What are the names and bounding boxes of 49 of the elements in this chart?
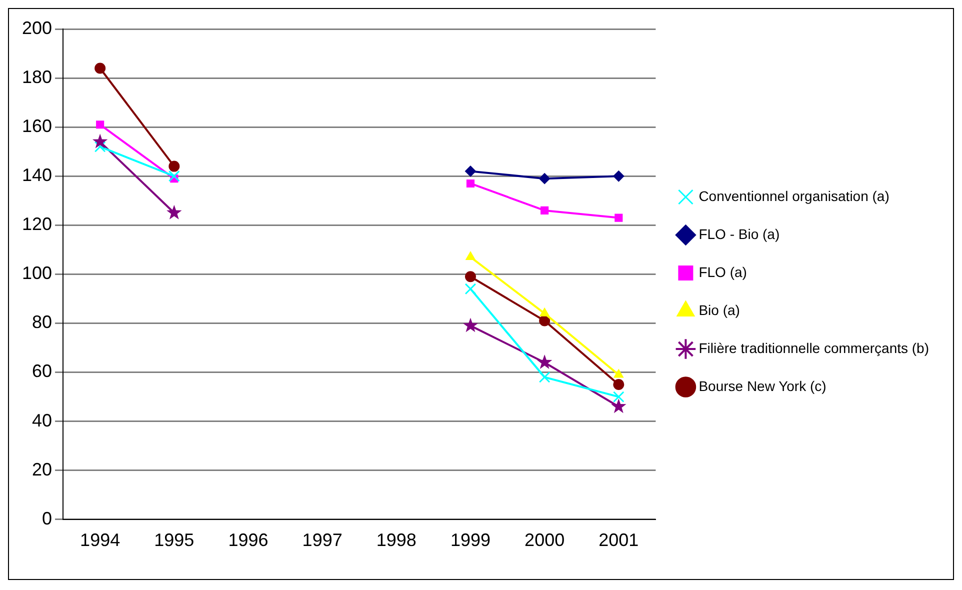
legend-label: FLO (a) bbox=[698, 264, 747, 280]
point bbox=[464, 271, 476, 282]
point bbox=[166, 204, 182, 220]
legend-label: FLO - Bio (a) bbox=[698, 226, 780, 242]
y-tick-label: 40 bbox=[32, 410, 52, 430]
point bbox=[539, 315, 550, 326]
x-tick-label: 1999 bbox=[450, 530, 491, 550]
legend-label: Bourse New York (c) bbox=[698, 378, 826, 394]
point bbox=[613, 379, 624, 390]
point bbox=[92, 134, 108, 148]
y-tick-label: 100 bbox=[22, 263, 52, 284]
x-tick-label: 1994 bbox=[80, 530, 120, 550]
legend-label: Filière traditionnelle commerçants (b) bbox=[698, 340, 930, 356]
x-tick-label: 1995 bbox=[154, 530, 194, 550]
x-tick-label: 1996 bbox=[228, 530, 268, 550]
point bbox=[466, 179, 475, 188]
y-tick-label: 120 bbox=[22, 214, 52, 234]
y-tick-label: 180 bbox=[22, 67, 52, 88]
x-tick-label: 1998 bbox=[376, 530, 416, 550]
y-tick-label: 140 bbox=[22, 165, 52, 186]
point bbox=[96, 120, 104, 129]
x-tick-label: 1997 bbox=[302, 530, 342, 550]
point bbox=[538, 371, 550, 383]
point bbox=[539, 173, 550, 184]
point bbox=[611, 398, 626, 414]
point bbox=[462, 318, 478, 332]
legend-label: Bio (a) bbox=[698, 302, 740, 318]
x-tick-label: 2001 bbox=[598, 530, 639, 550]
point bbox=[540, 308, 550, 316]
point bbox=[464, 283, 476, 295]
y-tick-label: 200 bbox=[22, 18, 52, 38]
point bbox=[614, 214, 623, 222]
point bbox=[94, 62, 106, 74]
point bbox=[614, 369, 624, 378]
point bbox=[168, 160, 180, 172]
point bbox=[613, 170, 624, 182]
x-tick-label: 2000 bbox=[524, 530, 565, 550]
y-tick-label: 160 bbox=[22, 116, 52, 136]
y-tick-label: 60 bbox=[32, 361, 52, 382]
point bbox=[612, 391, 624, 402]
point bbox=[466, 252, 476, 260]
point bbox=[536, 354, 552, 369]
point bbox=[540, 206, 549, 214]
point bbox=[464, 166, 476, 177]
legend-label: Conventionnel organisation (a) bbox=[698, 188, 890, 204]
y-tick-label: 80 bbox=[32, 312, 52, 332]
y-tick-label: 20 bbox=[32, 459, 52, 480]
y-tick-label: 0 bbox=[42, 508, 52, 528]
point bbox=[168, 170, 180, 182]
